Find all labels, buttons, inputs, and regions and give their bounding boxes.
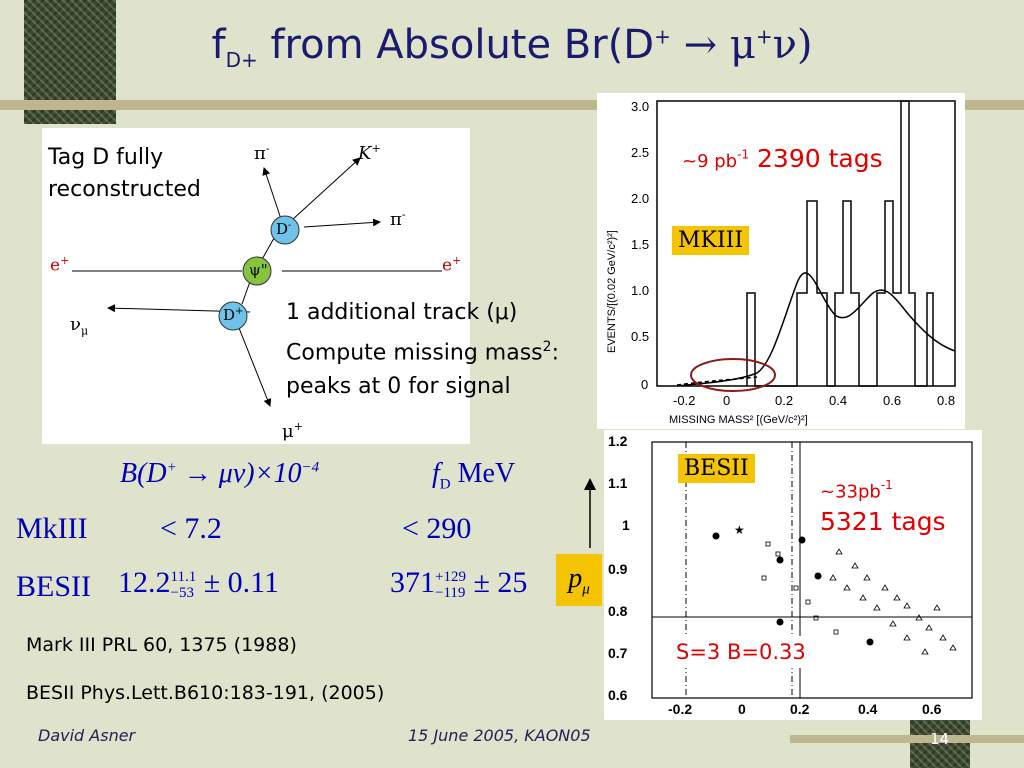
mkiii-ytick: 1.0	[631, 283, 649, 298]
mkiii-histogram: 3.0 2.5 2.0 1.5 1.0 0.5 0 -0.2 0 0.2 0.4…	[606, 99, 956, 426]
mkiii-ytick: 1.5	[631, 237, 649, 252]
decay-diagram-panel: Tag D fully reconstructed π- K+ π- e+ e+…	[42, 128, 470, 444]
row-besii-name: BESII	[16, 570, 91, 603]
reference-besii: BESII Phys.Lett.B610:183-191, (2005)	[26, 682, 385, 704]
besii-ytick: 0.8	[608, 603, 628, 619]
besii-ytick: 0.7	[608, 645, 628, 661]
besii-xtick: 0.4	[858, 701, 878, 717]
mkiii-ytick: 0.5	[631, 329, 649, 344]
table-header-branching: B(D+ → μν)×10−4	[120, 458, 320, 489]
mkiii-plot-panel: 3.0 2.5 2.0 1.5 1.0 0.5 0 -0.2 0 0.2 0.4…	[597, 93, 965, 429]
label-nu-mu: νμ	[70, 314, 89, 338]
besii-signal-background: S=3 B=0.33	[668, 636, 814, 668]
mkiii-ytick: 2.5	[631, 145, 649, 160]
footer-date: 15 June 2005, KAON05	[408, 726, 591, 745]
footer-author: David Asner	[38, 726, 136, 745]
mkiii-xtick: 0	[723, 393, 730, 408]
label-psi: ψ"	[249, 261, 268, 279]
label-d-minus: D-	[276, 220, 292, 238]
besii-ytick: 1	[622, 517, 630, 533]
decay-diagram	[72, 157, 442, 407]
row-mkiii-fd: < 290	[402, 512, 472, 545]
besii-xtick: 0	[738, 701, 746, 717]
page-number: 14	[930, 730, 950, 748]
besii-scatter: 1.2 1.1 1 0.9 0.8 0.7 0.6 -0.2 0 0.2 0.4…	[608, 433, 973, 717]
arrow-up-icon	[584, 478, 596, 548]
row-besii-br: 12.2 11.1 −53 ± 0.11	[118, 566, 280, 602]
label-pi-minus-right: π-	[390, 208, 406, 230]
label-mu-plus: μ+	[282, 420, 303, 442]
besii-experiment-label: BESII	[678, 454, 755, 483]
besii-ytick: 1.1	[608, 475, 628, 491]
slide-title: fD+ from Absolute Br(D+ → μ+ν)	[211, 22, 813, 72]
svg-text:★: ★	[734, 523, 745, 537]
decor-block-bottom-right	[910, 718, 970, 768]
besii-ytick: 1.2	[608, 433, 628, 449]
mkiii-experiment-label: MKIII	[672, 226, 750, 255]
mkiii-ytick: 0	[641, 377, 648, 392]
label-e-plus-right: e+	[442, 254, 462, 276]
mkiii-lumi-annotation: ~9 pb-1 2390 tags	[674, 140, 891, 177]
mkiii-xtick: 0.4	[829, 393, 847, 408]
besii-xtick: 0.6	[922, 701, 942, 717]
mkiii-xtick: 0.8	[937, 393, 955, 408]
mkiii-xtick: 0.2	[775, 393, 793, 408]
mkiii-ylabel: EVENTS/[(0.02 GeV/c²)²]	[606, 230, 618, 353]
decor-bar-bottom	[790, 735, 1024, 743]
mkiii-ytick: 2.0	[631, 191, 649, 206]
row-mkiii-name: MkIII	[16, 512, 88, 545]
label-k-plus: K+	[358, 142, 381, 164]
besii-ytick: 0.6	[608, 687, 628, 703]
table-header-fd: fD MeV	[432, 458, 516, 493]
mkiii-xtick: -0.2	[673, 393, 695, 408]
besii-xtick: -0.2	[668, 701, 692, 717]
besii-lumi-annotation: ~33pb-1 5321 tags	[812, 466, 954, 542]
mkiii-xtick: 0.6	[883, 393, 901, 408]
decor-bar-top	[0, 100, 1024, 110]
p-mu-label: pμ	[556, 554, 602, 606]
mkiii-ytick: 3.0	[631, 99, 649, 114]
row-besii-fd: 371 +129 −119 ± 25	[390, 566, 528, 602]
label-d-plus: D+	[223, 306, 244, 324]
mkiii-xlabel: MISSING MASS² [(GeV/c²)²]	[669, 414, 808, 426]
reference-mark-iii: Mark III PRL 60, 1375 (1988)	[26, 634, 297, 656]
tag-description: Tag D fully reconstructed	[48, 145, 201, 202]
label-pi-minus-top: π-	[254, 142, 270, 164]
besii-xtick: 0.2	[790, 701, 810, 717]
besii-ytick: 0.9	[608, 561, 628, 577]
row-mkiii-br: < 7.2	[160, 512, 222, 545]
track-description: 1 additional track (μ) Compute missing m…	[286, 300, 559, 400]
label-e-plus-left: e+	[50, 254, 70, 276]
